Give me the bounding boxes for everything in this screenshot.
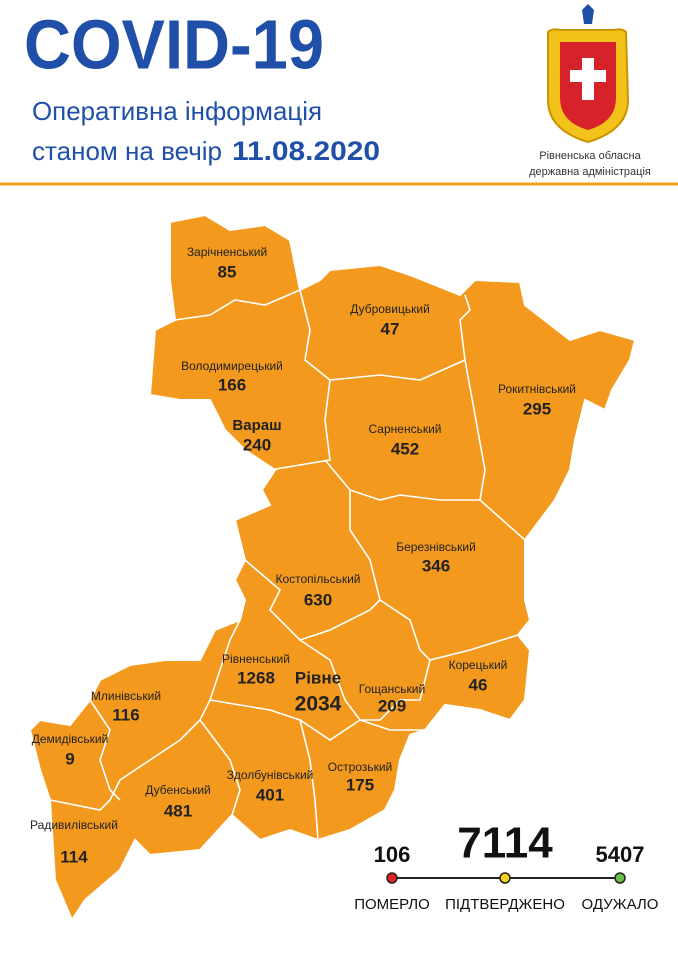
district-cases: 166 [218, 375, 246, 394]
district-name: Володимирецький [181, 359, 283, 373]
district-cases: 209 [378, 696, 406, 715]
district-name: Дубровицький [350, 302, 430, 316]
district-cases: 240 [243, 435, 271, 454]
org-line: державна адміністрація [529, 166, 651, 178]
summary-dot [499, 872, 511, 884]
district-name: Гощанський [359, 682, 425, 696]
summary-value: 5407 [596, 842, 645, 867]
district-name: Острозький [328, 760, 392, 774]
district-cases: 116 [112, 705, 139, 724]
district-cases: 114 [60, 847, 88, 866]
summary-dot [386, 872, 398, 884]
district-cases: 46 [469, 675, 488, 694]
district-name: Сарненський [369, 422, 442, 436]
district-cases: 1268 [237, 668, 275, 687]
district-name: Демидівський [32, 732, 109, 746]
district-cases: 481 [164, 801, 192, 820]
coat-of-arms [547, 4, 630, 144]
title: COVID-19 [24, 5, 324, 83]
district-cases: 401 [256, 785, 284, 804]
date: 11.08.2020 [232, 136, 380, 166]
summary-value: 7114 [457, 819, 553, 868]
district-cases: 295 [523, 399, 551, 418]
district-cases: 630 [304, 590, 332, 609]
district-name: Корецький [449, 658, 508, 672]
district-name: Млинівський [91, 689, 161, 703]
district-cases: 452 [391, 439, 419, 458]
district-name: Дубенський [145, 783, 210, 797]
district-name: Рівненський [222, 652, 290, 666]
summary-label: ПІДТВЕРДЖЕНО [445, 896, 565, 913]
org-line: Рівненська обласна [539, 150, 641, 162]
summary-label: ОДУЖАЛО [582, 896, 659, 913]
date-prefix: станом на вечір [32, 136, 222, 166]
district-cases: 9 [65, 749, 74, 768]
district-name: Радивилівський [30, 818, 118, 832]
district-name: Рокитнівський [498, 382, 576, 396]
district-name: Костопільський [275, 572, 360, 586]
summary-dot [614, 872, 626, 884]
district-name: Березнівський [396, 540, 476, 554]
district-name: Рівне [295, 668, 341, 687]
district-cases: 346 [422, 556, 450, 575]
district-cases: 175 [346, 775, 374, 794]
summary-label: ПОМЕРЛО [354, 896, 430, 913]
district-cases: 85 [218, 262, 237, 281]
district-name: Вараш [232, 417, 281, 434]
subtitle: Оперативна інформація [32, 96, 322, 126]
district-name: Здолбунівський [227, 768, 314, 782]
district-cases: 2034 [295, 693, 342, 716]
district-cases: 47 [381, 319, 400, 338]
map [28, 213, 637, 923]
summary-value: 106 [374, 842, 411, 867]
district-name: Зарічненський [187, 245, 267, 259]
